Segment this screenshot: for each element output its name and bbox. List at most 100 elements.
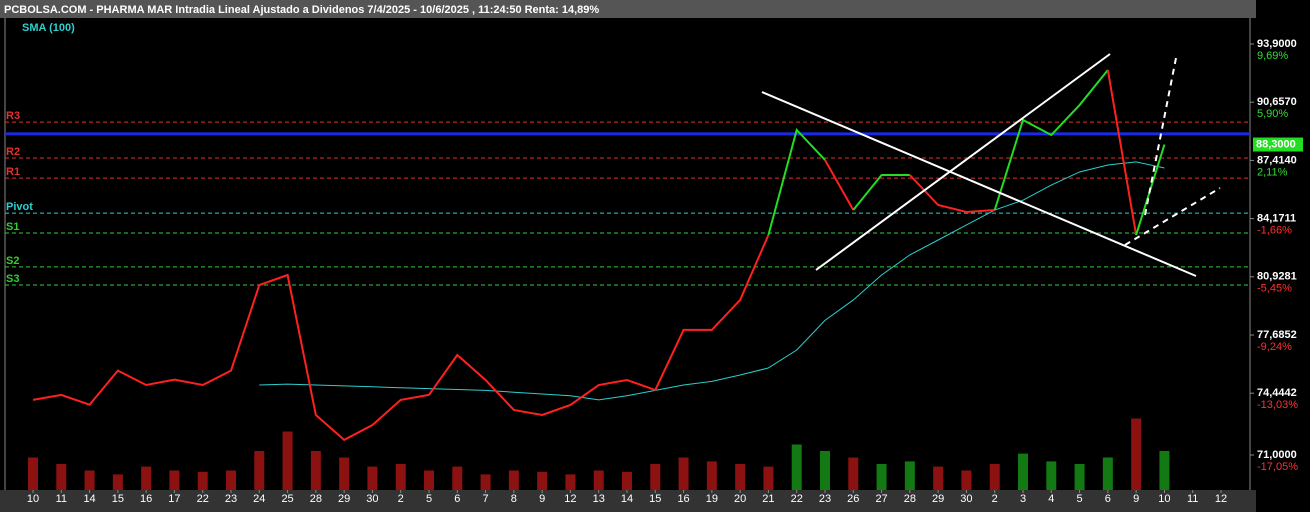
volume-bar: [112, 474, 123, 490]
volume-bar: [763, 466, 774, 490]
x-tick-label: 11: [1187, 493, 1198, 505]
x-tick-label: 15: [649, 493, 661, 505]
price-line: [852, 174, 910, 211]
legend-entry: SMA (100): [22, 22, 75, 34]
price-line: [1106, 69, 1138, 236]
x-tick-label: 9: [1133, 493, 1139, 505]
y-pct-label: -17,05%: [1257, 461, 1298, 473]
x-tick-label: 29: [338, 493, 350, 505]
volume-bar: [1102, 457, 1113, 490]
x-tick-label: 14: [621, 493, 633, 505]
volume-bar: [226, 470, 236, 490]
last-price-label: 88,3000: [1256, 138, 1296, 150]
pivot-label: R1: [6, 166, 20, 178]
title-bar: [0, 0, 1256, 18]
x-tick-label: 23: [819, 493, 831, 505]
y-tick-label: 93,9000: [1257, 38, 1297, 50]
x-tick-label: 13: [593, 493, 605, 505]
volume-bar: [622, 471, 632, 490]
x-tick-label: 25: [281, 493, 293, 505]
volume-bar: [452, 466, 463, 490]
x-tick-label: 8: [511, 493, 517, 505]
x-tick-label: 3: [1020, 493, 1026, 505]
volume-bar: [678, 457, 689, 490]
x-tick-label: 17: [168, 493, 180, 505]
x-tick-label: 5: [1077, 493, 1083, 505]
x-tick-label: 12: [1215, 493, 1227, 505]
y-tick-label: 77,6852: [1257, 329, 1297, 341]
x-tick-label: 16: [140, 493, 152, 505]
volume-bar: [310, 451, 321, 490]
y-pct-label: 9,69%: [1257, 50, 1288, 62]
volume-bar: [395, 464, 406, 490]
volume-bar: [961, 470, 972, 490]
y-pct-label: 5,90%: [1257, 108, 1288, 120]
volume-bar: [706, 461, 717, 490]
x-tick-label: 30: [960, 493, 972, 505]
x-tick-label: 12: [564, 493, 576, 505]
volume-bar: [735, 464, 746, 490]
x-tick-label: 22: [791, 493, 803, 505]
trendline: [815, 53, 1111, 271]
trendline: [761, 91, 1197, 277]
y-tick-label: 74,4442: [1257, 387, 1297, 399]
price-line: [824, 159, 855, 211]
x-tick-label: 6: [454, 493, 460, 505]
price-line: [32, 234, 770, 442]
volume-bar: [1159, 451, 1170, 490]
x-tick-label: 24: [253, 493, 265, 505]
y-tick-label: 71,0000: [1257, 449, 1297, 461]
x-axis-bar: [0, 490, 1256, 512]
x-tick-label: 20: [734, 493, 746, 505]
x-tick-label: 14: [83, 493, 95, 505]
volume-bar: [650, 464, 661, 490]
x-tick-label: 29: [932, 493, 944, 505]
x-tick-label: 2: [992, 493, 998, 505]
pivot-label: S2: [6, 255, 19, 267]
x-tick-label: 5: [426, 493, 432, 505]
x-tick-label: 10: [1158, 493, 1170, 505]
trendline: [1144, 57, 1177, 216]
volume-bar: [989, 464, 1000, 490]
y-tick-label: 84,1711: [1257, 213, 1296, 225]
y-pct-label: -1,66%: [1257, 225, 1292, 237]
volume-bar: [1074, 464, 1085, 490]
volume-bar: [28, 457, 38, 490]
pivot-label: S3: [6, 273, 19, 285]
volume-bar: [1018, 453, 1028, 490]
pivot-label: R3: [6, 110, 20, 122]
volume-bar: [480, 474, 491, 490]
x-tick-label: 27: [875, 493, 887, 505]
x-tick-label: 16: [677, 493, 689, 505]
volume-bar: [933, 466, 944, 490]
price-line: [259, 161, 1165, 401]
volume-bar: [169, 470, 180, 490]
x-tick-label: 30: [366, 493, 378, 505]
pivot-label: R2: [6, 146, 20, 158]
chart-title: PCBOLSA.COM - PHARMA MAR Intradia Lineal…: [4, 4, 599, 16]
volume-bar: [820, 451, 830, 490]
x-tick-label: 4: [1048, 493, 1054, 505]
volume-bar: [84, 470, 95, 490]
x-tick-label: 23: [225, 493, 237, 505]
x-tick-label: 7: [483, 493, 489, 505]
x-tick-label: 21: [762, 493, 774, 505]
x-tick-label: 2: [398, 493, 404, 505]
x-tick-label: 11: [56, 493, 67, 505]
x-tick-label: 10: [27, 493, 39, 505]
y-tick-label: 80,9281: [1257, 271, 1297, 283]
x-tick-label: 9: [539, 493, 545, 505]
x-tick-label: 6: [1105, 493, 1111, 505]
x-tick-label: 22: [197, 493, 209, 505]
volume-bar: [56, 464, 67, 490]
x-tick-label: 19: [706, 493, 718, 505]
volume-bar: [508, 470, 519, 490]
volume-bar: [848, 457, 859, 490]
volume-bar: [537, 471, 548, 490]
x-tick-label: 15: [112, 493, 124, 505]
x-tick-label: 28: [310, 493, 322, 505]
pivot-label: S1: [6, 221, 19, 233]
pivot-label: Pivot: [6, 201, 33, 213]
